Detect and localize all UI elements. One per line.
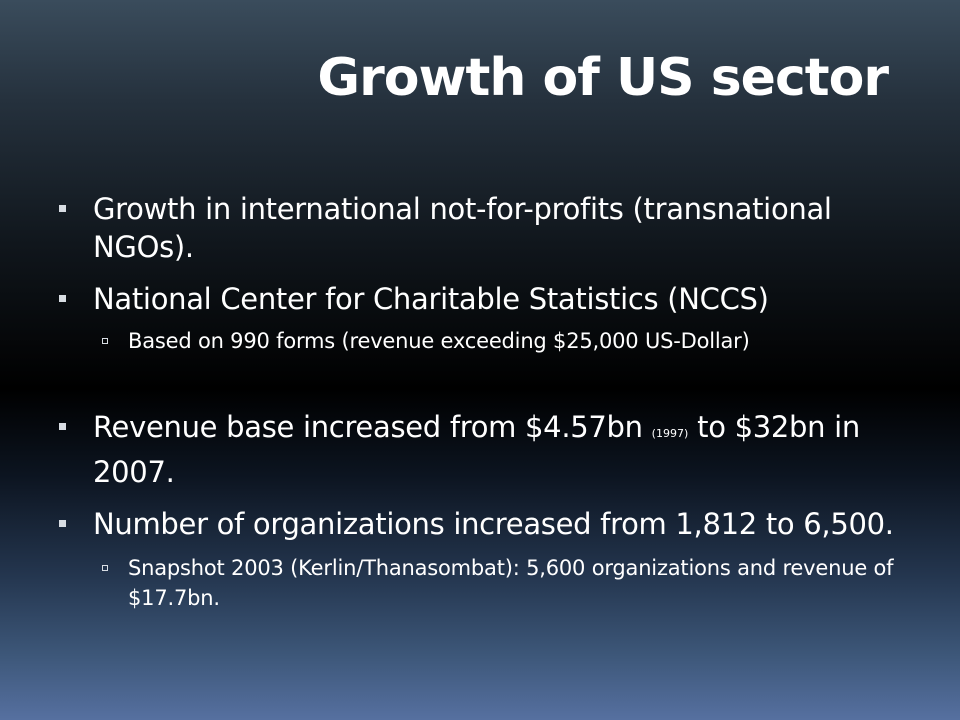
square-bullet-icon — [59, 423, 66, 430]
bullet-text: Revenue base increased from $4.57bn — [93, 410, 643, 444]
bullet-text: to $32bn in 2007. — [93, 410, 860, 489]
bullet-small-text: (1997) — [651, 427, 689, 440]
square-bullet-icon — [59, 295, 66, 302]
slide-title: Growth of US sector — [317, 48, 889, 108]
sub-bullet-item: Snapshot 2003 (Kerlin/Thanasombat): 5,60… — [56, 553, 906, 613]
bullet-text: National Center for Charitable Statistic… — [93, 282, 769, 316]
bullet-text: Number of organizations increased from 1… — [93, 507, 894, 541]
sub-bullet-text: Snapshot 2003 (Kerlin/Thanasombat): 5,60… — [128, 556, 894, 610]
sub-bullet-text: Based on 990 forms (revenue exceeding $2… — [128, 329, 750, 353]
hollow-square-bullet-icon — [102, 565, 108, 571]
bullet-item: Growth in international not-for-profits … — [56, 190, 906, 266]
hollow-square-bullet-icon — [102, 338, 108, 344]
bullet-item: National Center for Charitable Statistic… — [56, 280, 906, 318]
square-bullet-icon — [59, 520, 66, 527]
square-bullet-icon — [59, 205, 66, 212]
bullet-item: Revenue base increased from $4.57bn (199… — [56, 408, 906, 491]
bullet-text: Growth in international not-for-profits … — [93, 192, 832, 264]
sub-bullet-item: Based on 990 forms (revenue exceeding $2… — [56, 326, 906, 356]
bullet-item: Number of organizations increased from 1… — [56, 505, 906, 543]
bullet-list: Growth in international not-for-profits … — [56, 190, 906, 613]
